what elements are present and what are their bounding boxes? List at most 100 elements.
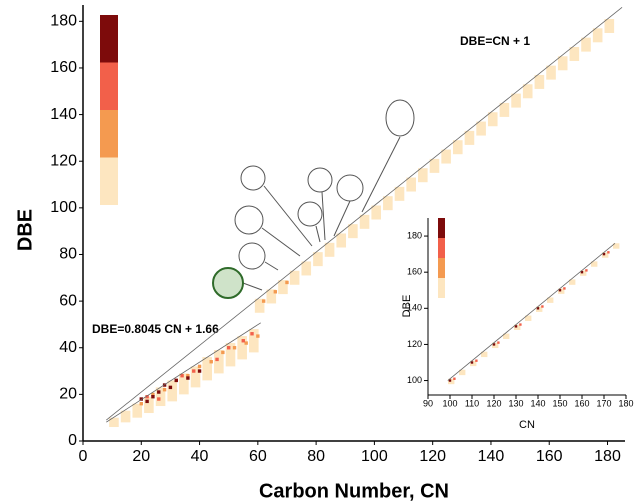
band-cell bbox=[313, 252, 323, 267]
band-cell bbox=[394, 186, 405, 201]
band-cell bbox=[109, 417, 119, 428]
x-tick-label: 80 bbox=[307, 448, 325, 465]
band-cell bbox=[266, 289, 277, 304]
colorbar-segment bbox=[100, 15, 118, 63]
band-cell bbox=[481, 351, 488, 358]
point bbox=[221, 350, 225, 355]
point bbox=[519, 323, 522, 326]
colorbar-segment bbox=[100, 157, 118, 205]
colorbar-segment bbox=[438, 258, 445, 278]
band-cell bbox=[448, 378, 455, 385]
point bbox=[157, 390, 161, 394]
point bbox=[285, 280, 289, 285]
x-tick-label: 120 bbox=[486, 398, 501, 408]
point bbox=[602, 252, 606, 256]
band-cell bbox=[155, 387, 166, 407]
point bbox=[232, 346, 237, 350]
point bbox=[563, 287, 566, 290]
band-cell bbox=[348, 224, 358, 239]
point bbox=[174, 378, 178, 383]
point bbox=[145, 395, 149, 399]
band-cell bbox=[383, 196, 393, 211]
x-tick-label: 170 bbox=[596, 398, 611, 408]
band-cell bbox=[214, 350, 224, 374]
band-cell bbox=[249, 329, 259, 353]
y-axis-label: DBE bbox=[14, 209, 36, 251]
band-cell bbox=[470, 360, 477, 367]
x-tick-label: 100 bbox=[361, 448, 388, 465]
y-tick-label: 120 bbox=[407, 339, 422, 349]
x-tick-label: 140 bbox=[530, 398, 545, 408]
annotation: DBE=0.8045 CN + 1.66 bbox=[92, 322, 219, 336]
colorbar-segment bbox=[438, 218, 445, 238]
point bbox=[536, 307, 540, 310]
band-cell bbox=[289, 270, 300, 285]
band-cell bbox=[371, 205, 381, 220]
y-tick-label: 120 bbox=[50, 152, 77, 169]
point bbox=[215, 357, 219, 362]
band-cell bbox=[499, 102, 510, 117]
x-tick-label: 150 bbox=[552, 398, 567, 408]
colorbar-segment bbox=[438, 278, 445, 298]
point bbox=[453, 377, 456, 380]
point bbox=[145, 399, 149, 404]
band-cell bbox=[120, 410, 131, 423]
band-cell bbox=[569, 46, 580, 61]
y-axis-label: DBE bbox=[401, 295, 413, 318]
x-tick-label: 160 bbox=[574, 398, 589, 408]
y-tick-label: 100 bbox=[407, 375, 422, 385]
band-cell bbox=[604, 18, 615, 33]
band-cell bbox=[522, 84, 533, 99]
point bbox=[197, 369, 202, 373]
y-tick-label: 140 bbox=[50, 106, 77, 123]
fit-line bbox=[447, 242, 616, 381]
colorbar-segment bbox=[100, 62, 118, 110]
band-cell bbox=[557, 56, 568, 71]
point bbox=[250, 332, 254, 336]
point bbox=[151, 392, 155, 397]
band-cell bbox=[592, 28, 603, 43]
point bbox=[186, 374, 190, 378]
x-tick-label: 20 bbox=[132, 448, 150, 465]
point bbox=[151, 395, 155, 399]
point bbox=[492, 343, 496, 346]
point bbox=[241, 339, 245, 343]
band-cell bbox=[359, 214, 370, 229]
band-cell bbox=[301, 261, 312, 276]
y-tick-label: 80 bbox=[59, 246, 77, 263]
fit-line bbox=[106, 7, 623, 421]
x-tick-label: 180 bbox=[594, 448, 621, 465]
point bbox=[470, 361, 474, 364]
point bbox=[273, 290, 278, 294]
fit-line bbox=[106, 322, 261, 423]
y-tick-label: 160 bbox=[407, 267, 422, 277]
x-tick-label: 180 bbox=[618, 398, 633, 408]
band-cell bbox=[581, 37, 591, 52]
point bbox=[514, 325, 518, 328]
band-cell bbox=[492, 342, 499, 349]
y-tick-label: 40 bbox=[59, 339, 77, 356]
y-tick-label: 60 bbox=[59, 292, 77, 309]
colorbar-segment bbox=[100, 110, 118, 158]
x-tick-label: 100 bbox=[442, 398, 457, 408]
x-tick-label: 60 bbox=[249, 448, 267, 465]
fullerene-icons bbox=[212, 99, 415, 299]
band-cell bbox=[237, 336, 247, 360]
x-tick-label: 40 bbox=[191, 448, 209, 465]
point bbox=[585, 269, 588, 272]
x-tick-label: 120 bbox=[419, 448, 446, 465]
band-cell bbox=[406, 177, 416, 192]
band-cell bbox=[190, 366, 201, 388]
band-cell bbox=[179, 373, 189, 395]
point bbox=[192, 369, 196, 373]
band-cell bbox=[613, 243, 620, 249]
point bbox=[256, 334, 260, 338]
band-cell bbox=[546, 65, 556, 80]
x-axis-label: Carbon Number, CN bbox=[259, 480, 449, 502]
band-cell bbox=[569, 279, 576, 285]
band-cell bbox=[429, 158, 440, 173]
x-tick-label: 110 bbox=[465, 398, 479, 408]
x-tick-label: 90 bbox=[423, 398, 433, 408]
x-axis-label: CN bbox=[519, 419, 535, 431]
